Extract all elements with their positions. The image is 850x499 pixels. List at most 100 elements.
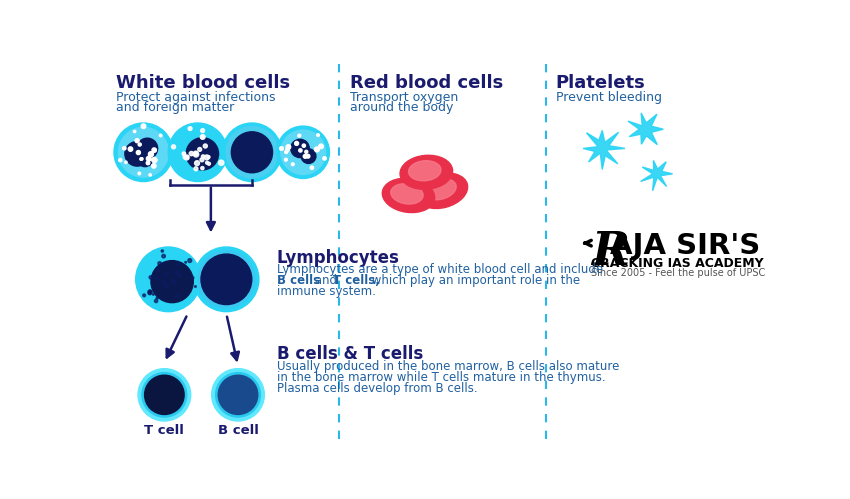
Circle shape [188, 127, 192, 131]
Circle shape [277, 126, 330, 179]
Circle shape [144, 375, 184, 415]
Text: Protect against infections: Protect against infections [116, 91, 275, 104]
Circle shape [149, 152, 154, 157]
Circle shape [201, 129, 205, 133]
Text: CRACKING IAS ACADEMY: CRACKING IAS ACADEMY [592, 257, 764, 270]
Circle shape [195, 285, 196, 287]
Circle shape [286, 145, 291, 149]
Circle shape [178, 295, 179, 297]
Ellipse shape [409, 161, 441, 181]
Circle shape [198, 148, 201, 151]
Text: B cells: B cells [277, 274, 320, 287]
Circle shape [201, 254, 252, 304]
Circle shape [138, 369, 190, 421]
Circle shape [140, 158, 143, 160]
Circle shape [163, 262, 165, 264]
Circle shape [154, 275, 156, 278]
Text: around the body: around the body [350, 101, 454, 114]
Circle shape [223, 123, 281, 182]
Ellipse shape [382, 178, 434, 213]
Circle shape [162, 250, 163, 252]
Text: Lymphocytes: Lymphocytes [277, 249, 400, 266]
Circle shape [216, 373, 260, 417]
Circle shape [148, 290, 152, 294]
Circle shape [306, 154, 310, 158]
Text: Platelets: Platelets [556, 74, 645, 92]
Circle shape [156, 297, 158, 299]
Text: and: and [311, 274, 341, 287]
Circle shape [175, 271, 178, 274]
Text: Transport oxygen: Transport oxygen [350, 91, 459, 104]
Circle shape [302, 144, 305, 147]
Circle shape [298, 149, 302, 152]
Circle shape [185, 155, 189, 159]
Circle shape [155, 299, 158, 302]
Circle shape [291, 139, 309, 158]
Text: Prevent bleeding: Prevent bleeding [556, 91, 662, 104]
Circle shape [201, 167, 204, 170]
Circle shape [298, 134, 301, 137]
Circle shape [301, 149, 316, 164]
Circle shape [171, 279, 174, 282]
Circle shape [137, 150, 153, 167]
Circle shape [122, 147, 126, 150]
Circle shape [206, 161, 208, 164]
Circle shape [125, 161, 127, 163]
Circle shape [212, 369, 264, 421]
Circle shape [203, 144, 207, 148]
Circle shape [183, 156, 186, 159]
Circle shape [162, 281, 165, 284]
Circle shape [164, 272, 167, 276]
Text: in the bone marrow while T cells mature in the thymus.: in the bone marrow while T cells mature … [277, 371, 605, 384]
Polygon shape [583, 130, 625, 170]
Text: R: R [592, 229, 630, 275]
Circle shape [136, 247, 201, 312]
Text: immune system.: immune system. [277, 285, 376, 298]
Polygon shape [628, 113, 663, 145]
Circle shape [285, 158, 287, 161]
Circle shape [156, 277, 159, 280]
Text: Lymphocytes are a type of white blood cell and include: Lymphocytes are a type of white blood ce… [277, 263, 603, 276]
Ellipse shape [391, 184, 423, 204]
Circle shape [136, 151, 140, 155]
Circle shape [201, 155, 205, 158]
Circle shape [114, 123, 173, 182]
Circle shape [143, 294, 145, 297]
Circle shape [295, 141, 298, 145]
Text: which play an important role in the: which play an important role in the [368, 274, 581, 287]
Circle shape [218, 160, 224, 165]
Circle shape [305, 150, 308, 153]
Circle shape [280, 130, 326, 175]
Circle shape [173, 280, 177, 284]
Text: White blood cells: White blood cells [116, 74, 290, 92]
Circle shape [184, 261, 186, 263]
Circle shape [226, 127, 278, 178]
Circle shape [149, 174, 151, 176]
Circle shape [125, 142, 150, 166]
Circle shape [156, 268, 160, 271]
Circle shape [195, 161, 200, 166]
Circle shape [152, 293, 154, 295]
Circle shape [198, 251, 255, 308]
Circle shape [119, 159, 122, 162]
Circle shape [152, 157, 157, 163]
Circle shape [207, 156, 210, 158]
Circle shape [319, 144, 323, 149]
Polygon shape [641, 160, 672, 191]
Circle shape [158, 261, 162, 265]
Circle shape [166, 284, 168, 287]
Circle shape [172, 145, 176, 149]
Circle shape [190, 151, 194, 156]
Text: Usually produced in the bone marrow, B cells also mature: Usually produced in the bone marrow, B c… [277, 360, 619, 373]
Text: Plasma cells develop from B cells.: Plasma cells develop from B cells. [277, 382, 478, 395]
Circle shape [148, 291, 151, 295]
Circle shape [149, 275, 152, 279]
Circle shape [151, 260, 193, 303]
Circle shape [146, 161, 150, 165]
Circle shape [286, 148, 289, 152]
Circle shape [168, 123, 227, 182]
Circle shape [184, 155, 189, 160]
Circle shape [314, 147, 320, 152]
Circle shape [292, 163, 294, 166]
Circle shape [159, 134, 162, 137]
